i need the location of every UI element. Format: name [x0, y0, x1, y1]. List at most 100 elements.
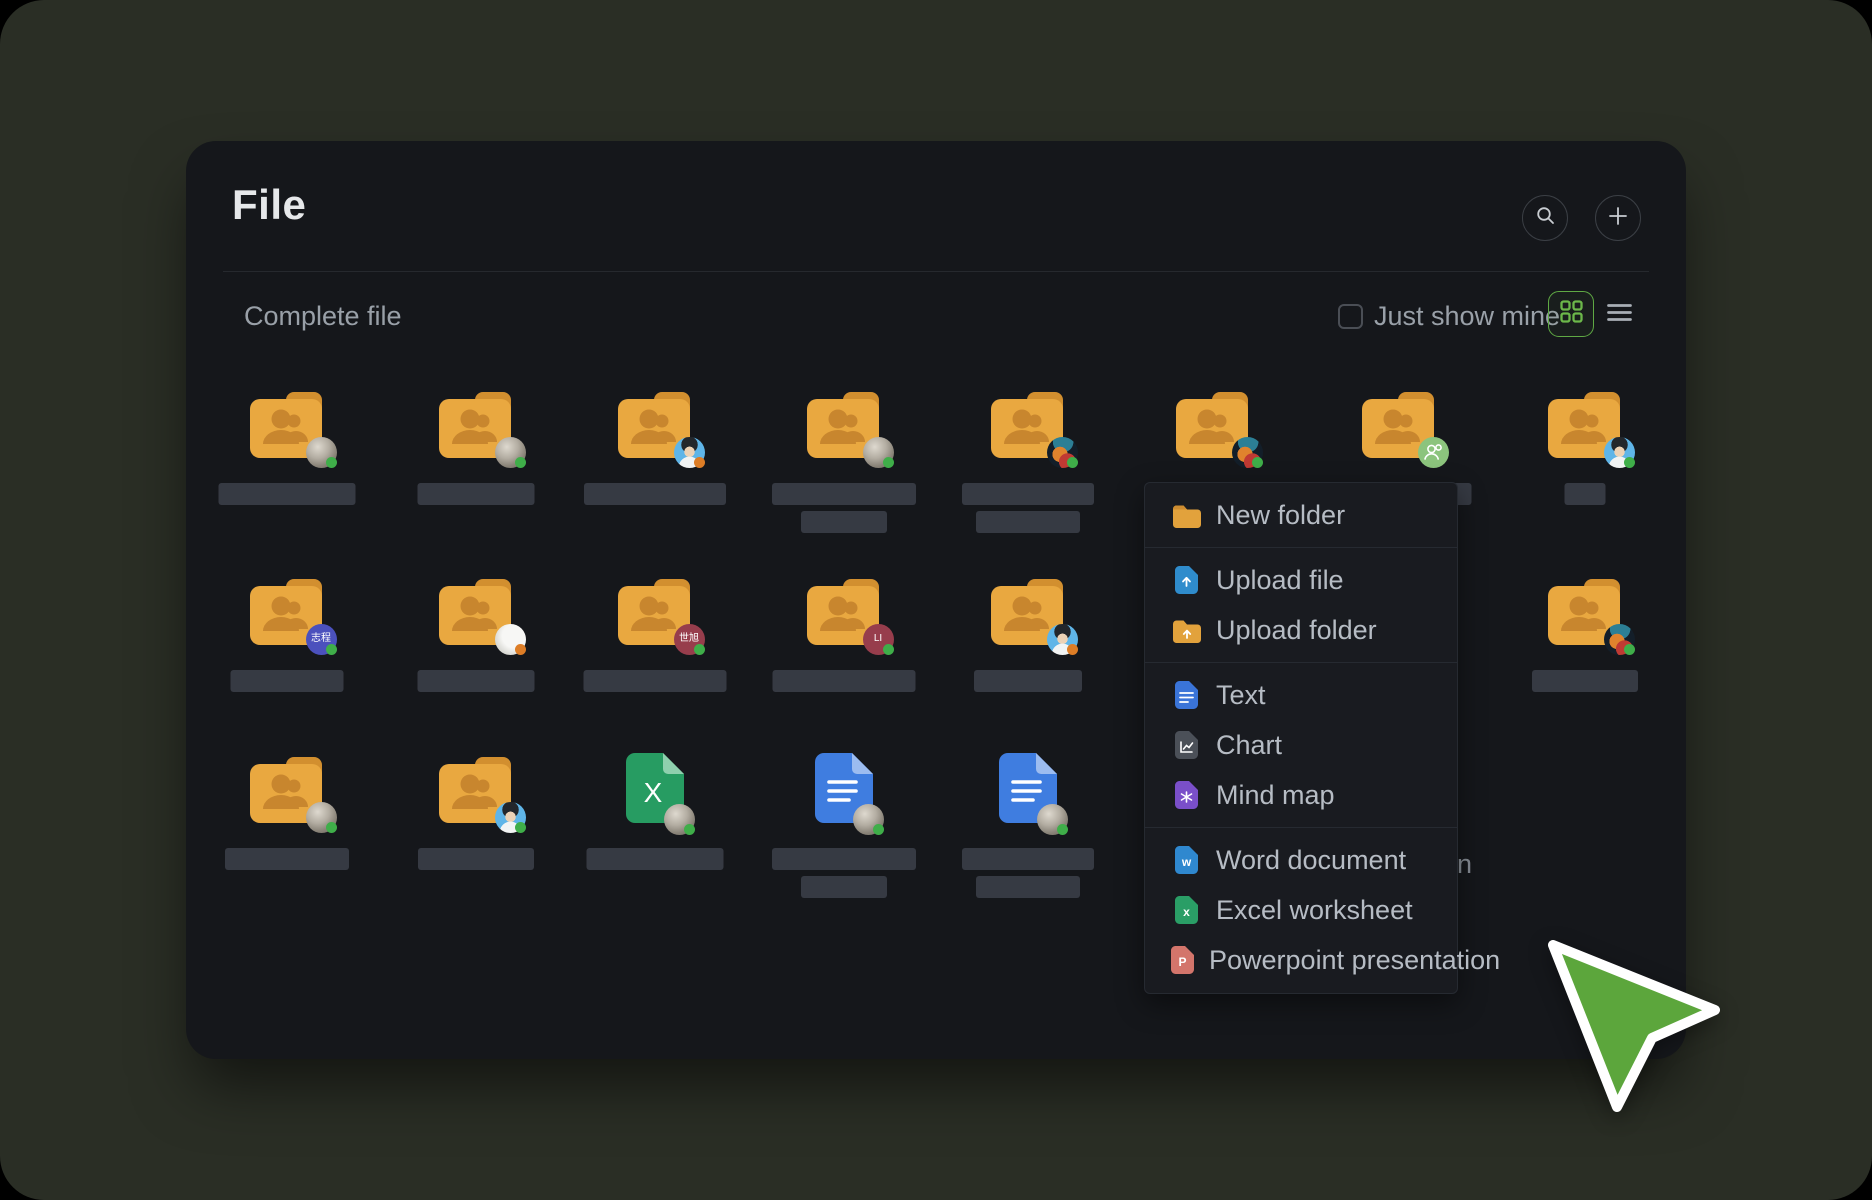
file-item[interactable]	[764, 753, 924, 898]
status-dot	[694, 457, 705, 468]
shared-folder-icon	[437, 757, 515, 823]
menu-item-label: New folder	[1216, 499, 1346, 530]
grid-view-button[interactable]	[1548, 291, 1594, 337]
file-item[interactable]	[948, 753, 1108, 898]
shared-folder-icon	[1360, 392, 1438, 458]
shared-folder-icon	[437, 579, 515, 645]
status-dot	[515, 822, 526, 833]
menu-item-excel-worksheet[interactable]: x Excel worksheet	[1145, 885, 1457, 935]
folder-item[interactable]	[1505, 388, 1665, 520]
add-button[interactable]	[1595, 195, 1641, 241]
just-show-mine-checkbox[interactable]	[1338, 304, 1363, 329]
file-mindmap-icon	[1171, 781, 1201, 809]
folder-item[interactable]	[1133, 388, 1293, 520]
section-label: Complete file	[244, 301, 402, 331]
folder-item[interactable]	[396, 388, 556, 520]
menu-item-label: Upload file	[1216, 564, 1344, 595]
folder-item[interactable]	[764, 388, 924, 533]
grid-view-icon	[1558, 298, 1585, 330]
list-view-button[interactable]	[1606, 303, 1632, 327]
status-dot	[873, 824, 884, 835]
status-dot	[1252, 457, 1263, 468]
menu-item-upload-folder[interactable]: Upload folder	[1145, 605, 1457, 655]
folder-item[interactable]	[396, 753, 556, 885]
folder-item[interactable]: 世旭	[575, 575, 735, 707]
filename-placeholder	[225, 848, 349, 870]
filename-placeholder-line2	[801, 876, 887, 898]
context-menu: New folder Upload file Upload folder Text Ch…	[1144, 482, 1500, 994]
folder-item[interactable]	[575, 388, 735, 520]
folder-item[interactable]	[1505, 575, 1665, 707]
menu-group: Text Chart Mind map	[1145, 662, 1457, 827]
page-title: File	[232, 181, 307, 228]
filename-placeholder	[772, 848, 916, 870]
filename-placeholder	[417, 670, 535, 692]
menu-item-new-folder[interactable]: New folder	[1145, 490, 1457, 540]
shared-folder-icon	[1174, 392, 1252, 458]
file-chart-icon	[1171, 731, 1201, 759]
menu-item-text[interactable]: Text	[1145, 670, 1457, 720]
file-excel-icon: x	[1171, 896, 1201, 924]
menu-group: New folder	[1145, 483, 1457, 547]
folder-item[interactable]	[948, 575, 1108, 707]
filename-placeholder	[962, 848, 1094, 870]
filename-placeholder	[772, 483, 916, 505]
shared-folder-icon	[248, 392, 326, 458]
shared-folder-icon	[248, 579, 326, 645]
filename-placeholder	[962, 483, 1094, 505]
status-dot	[326, 457, 337, 468]
status-dot	[515, 644, 526, 655]
shared-folder-icon	[1546, 392, 1624, 458]
status-dot	[684, 824, 695, 835]
filename-placeholder-line2	[976, 511, 1080, 533]
file-item[interactable]: X	[575, 753, 735, 885]
svg-text:P: P	[1178, 955, 1186, 969]
filename-placeholder	[230, 670, 344, 692]
search-icon	[1535, 205, 1556, 231]
shared-folder-icon	[616, 579, 694, 645]
shared-folder-icon	[616, 392, 694, 458]
menu-group: Upload file Upload folder	[1145, 547, 1457, 662]
menu-item-powerpoint-presentation[interactable]: P Powerpoint presentation	[1145, 935, 1500, 985]
folder-item[interactable]	[396, 575, 556, 707]
menu-item-chart[interactable]: Chart	[1145, 720, 1457, 770]
filename-placeholder	[417, 483, 535, 505]
folder-item[interactable]: 志程	[207, 575, 367, 707]
menu-item-label: Upload folder	[1216, 614, 1377, 645]
menu-item-label: Text	[1216, 679, 1266, 710]
status-dot	[1624, 644, 1635, 655]
status-dot	[1624, 457, 1635, 468]
shared-folder-icon	[989, 392, 1067, 458]
folder-item[interactable]	[207, 753, 367, 885]
document-file-icon	[815, 753, 873, 823]
folder-item[interactable]: LI	[764, 575, 924, 707]
file-text-icon	[1171, 681, 1201, 709]
filename-placeholder	[583, 670, 727, 692]
mouse-cursor-arrow	[1530, 925, 1740, 1130]
member-avatar	[1046, 623, 1078, 655]
excel-file-icon: X	[626, 753, 684, 823]
folder-icon	[1171, 503, 1201, 528]
partial-filename-text: n	[1457, 849, 1473, 879]
plus-icon	[1606, 204, 1630, 233]
folder-upload-icon	[1171, 618, 1201, 643]
list-view-icon	[1606, 303, 1632, 327]
header-divider	[223, 271, 1649, 272]
status-dot	[326, 644, 337, 655]
search-button[interactable]	[1522, 195, 1568, 241]
filename-placeholder	[218, 483, 356, 505]
svg-text:w: w	[1180, 855, 1191, 869]
menu-item-mind-map[interactable]: Mind map	[1145, 770, 1457, 820]
folder-item[interactable]	[948, 388, 1108, 533]
status-dot	[694, 644, 705, 655]
menu-item-label: Powerpoint presentation	[1209, 944, 1501, 975]
menu-item-word-document[interactable]: w Word document	[1145, 835, 1457, 885]
menu-item-upload-file[interactable]: Upload file	[1145, 555, 1457, 605]
document-file-icon	[999, 753, 1057, 823]
status-dot	[883, 644, 894, 655]
status-dot	[515, 457, 526, 468]
just-show-mine-filter[interactable]: Just show mine	[1338, 301, 1560, 332]
folder-item[interactable]	[207, 388, 367, 520]
filename-placeholder	[586, 848, 724, 870]
